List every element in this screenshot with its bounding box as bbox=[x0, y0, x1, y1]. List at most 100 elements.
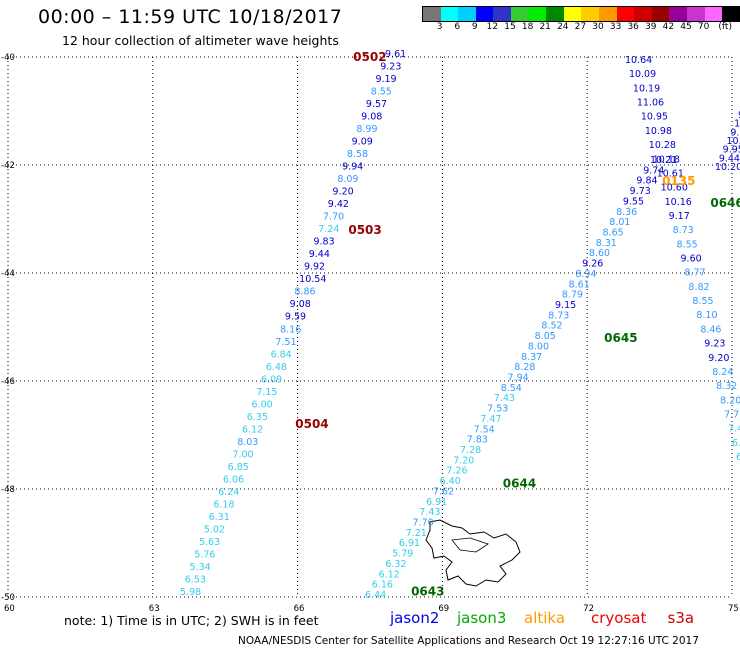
color-scale-label: 30 bbox=[592, 22, 604, 32]
color-scale-label: 9 bbox=[471, 22, 478, 32]
color-scale-label: 36 bbox=[627, 22, 639, 32]
island-bay-outline bbox=[451, 537, 489, 553]
color-scale-label: 33 bbox=[609, 22, 622, 32]
lon-tick-label: 60 bbox=[4, 604, 15, 614]
wave-height-value: 8.52 bbox=[541, 321, 562, 332]
wave-height-value: 9.95 bbox=[723, 145, 740, 156]
wave-height-value: 8.28 bbox=[514, 362, 535, 373]
wave-height-value: 7.62 bbox=[433, 486, 454, 497]
wave-height-value: 6.32 bbox=[385, 559, 406, 570]
wave-height-value: 6.09 bbox=[261, 374, 282, 385]
color-swatch bbox=[528, 7, 547, 21]
wave-height-value: 9.44 bbox=[719, 153, 740, 164]
color-swatch bbox=[510, 7, 529, 21]
wave-height-value: 6.44 bbox=[365, 590, 386, 601]
wave-height-value: 6.84 bbox=[271, 349, 292, 360]
wave-height-value: 8.94 bbox=[575, 269, 596, 280]
wave-height-value: 10.54 bbox=[299, 274, 326, 285]
wave-height-value: 9.23 bbox=[380, 62, 401, 73]
wave-height-value: 9.26 bbox=[582, 259, 603, 270]
color-swatch bbox=[475, 7, 494, 21]
color-scale-labels: 3 6 9 12 15 18 21 24 27 30 33 36 39 42 45 70 (ft) bbox=[422, 22, 740, 34]
wave-height-value: 9.19 bbox=[375, 74, 396, 85]
wave-height-value: 9.84 bbox=[636, 176, 657, 187]
color-scale-label: (ft) bbox=[718, 22, 732, 32]
pass-time-label: 0135 bbox=[662, 174, 695, 188]
wave-height-value: 8.77 bbox=[684, 268, 705, 279]
wave-height-value: 7.15 bbox=[256, 387, 277, 398]
wave-height-value: 8.99 bbox=[356, 124, 377, 135]
footnote: note: 1) Time is in UTC; 2) SWH is in fe… bbox=[64, 613, 319, 628]
wave-height-value: 5.34 bbox=[190, 562, 211, 573]
wave-height-value: 6.48 bbox=[266, 362, 287, 373]
color-swatch bbox=[563, 7, 582, 21]
wave-height-value: 8.01 bbox=[609, 217, 630, 228]
pass-time-label: 0503 bbox=[348, 223, 381, 237]
wave-height-value: 9.94 bbox=[342, 162, 363, 173]
wave-height-value: 10.61 bbox=[657, 168, 684, 179]
wave-height-value: 6.91 bbox=[426, 497, 447, 508]
wave-height-value: 6 bbox=[736, 452, 740, 463]
pass-time-label: 0645 bbox=[604, 331, 637, 345]
wave-height-value: 7.28 bbox=[460, 445, 481, 456]
color-scale-label: 12 bbox=[486, 22, 499, 32]
color-scale-label: 3 bbox=[436, 22, 443, 32]
wave-height-value: 9 bbox=[738, 110, 740, 121]
color-swatch bbox=[423, 7, 441, 21]
wave-height-value: 6.85 bbox=[228, 462, 249, 473]
wave-height-value: 9.55 bbox=[623, 196, 644, 207]
wave-height-value: 9.74 bbox=[643, 165, 664, 176]
wave-height-value: 8.05 bbox=[535, 331, 556, 342]
wave-height-value: 5.76 bbox=[194, 549, 215, 560]
wave-height-value: 6.18 bbox=[213, 499, 234, 510]
wave-height-value: 8.16 bbox=[280, 324, 301, 335]
wave-height-value: 10.19 bbox=[633, 83, 660, 94]
color-scale-label: 6 bbox=[454, 22, 461, 32]
wave-height-value: 5.98 bbox=[180, 587, 201, 598]
wave-height-value: 7.75 bbox=[724, 409, 740, 420]
legend-item-jason2: jason2 bbox=[390, 609, 440, 627]
wave-height-value: 9.08 bbox=[290, 299, 311, 310]
pass-time-label: 0646 bbox=[710, 196, 740, 210]
color-scale-label: 70 bbox=[697, 22, 710, 32]
wave-height-value: 10.18 bbox=[653, 154, 680, 165]
wave-height-value: 8.55 bbox=[677, 239, 698, 250]
pass-time-label: 0504 bbox=[295, 417, 328, 431]
wave-height-value: 9.23 bbox=[704, 339, 725, 350]
wave-height-value: 10.95 bbox=[641, 112, 668, 123]
wave-height-value: 8.79 bbox=[562, 290, 583, 301]
wave-height-value: 7.21 bbox=[406, 528, 427, 539]
lon-tick-label: 72 bbox=[583, 604, 594, 614]
color-scale-label: 27 bbox=[574, 22, 587, 32]
color-scale-label: 45 bbox=[680, 22, 692, 32]
wave-height-value: 8.31 bbox=[596, 238, 617, 249]
wave-height-value: 10.21 bbox=[650, 155, 677, 166]
wave-height-value: 9.42 bbox=[328, 199, 349, 210]
color-swatch bbox=[616, 7, 635, 21]
wave-height-value: 6.12 bbox=[242, 424, 263, 435]
wave-height-value: 9.17 bbox=[669, 211, 690, 222]
wave-height-value: 6.53 bbox=[185, 574, 206, 585]
wave-height-value: 9.57 bbox=[366, 99, 387, 110]
map-title: 00:00 – 11:59 UTC 10/18/2017 bbox=[38, 6, 343, 28]
wave-height-value: 8.61 bbox=[569, 279, 590, 290]
color-swatch bbox=[704, 7, 723, 21]
wave-height-value: 8.55 bbox=[371, 87, 392, 98]
wave-height-value: 8.82 bbox=[688, 282, 709, 293]
legend-item-s3a: s3a bbox=[667, 609, 695, 627]
wave-height-value: 8.86 bbox=[294, 287, 315, 298]
color-swatch bbox=[440, 7, 459, 21]
wave-height-value: 9.20 bbox=[708, 353, 729, 364]
map-subtitle: 12 hour collection of altimeter wave hei… bbox=[62, 33, 339, 48]
wave-height-value: 8.20 bbox=[720, 395, 740, 406]
wave-height-value: 9.73 bbox=[630, 186, 651, 197]
wave-height-value: 6.12 bbox=[379, 569, 400, 580]
wave-height-value: 9.83 bbox=[313, 237, 334, 248]
credit-line: NOAA/NESDIS Center for Satellite Applica… bbox=[238, 635, 699, 647]
wave-height-value: 6.16 bbox=[372, 580, 393, 591]
wave-height-value: 9.61 bbox=[385, 49, 406, 60]
color-swatch bbox=[546, 7, 564, 21]
wave-height-value: 10.20 bbox=[715, 162, 740, 173]
lon-tick-label: 75 bbox=[728, 604, 739, 614]
